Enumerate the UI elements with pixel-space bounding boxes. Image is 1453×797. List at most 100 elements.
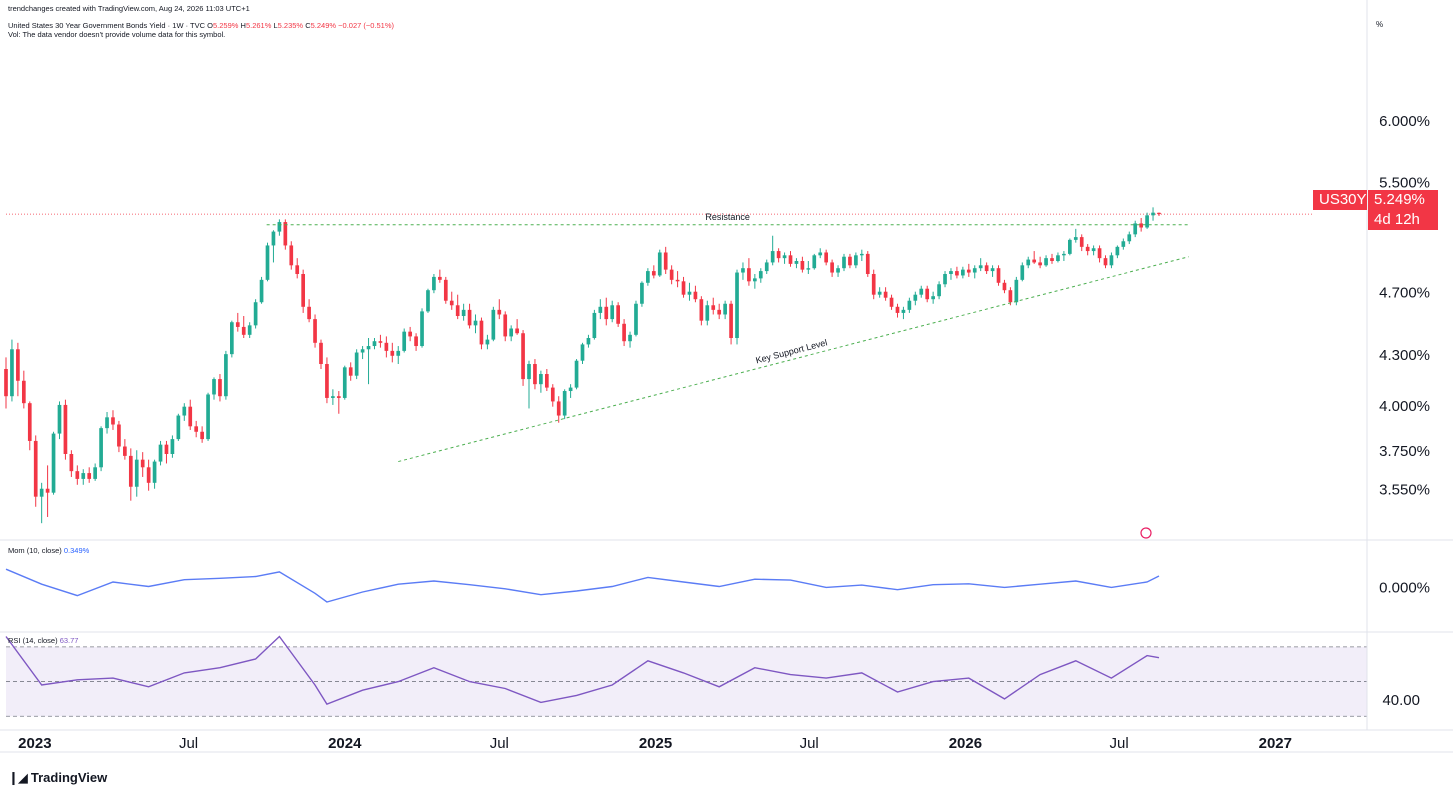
candle-body (521, 333, 525, 380)
candle-body (212, 379, 216, 395)
candle-body (235, 322, 240, 327)
candle-body (907, 300, 912, 310)
candle-body (865, 253, 870, 274)
candle-body (1133, 223, 1138, 235)
candle-body (449, 300, 454, 306)
candle (764, 259, 769, 274)
candle-body (1121, 241, 1126, 247)
support-label: Key Support Level (755, 337, 829, 365)
candle-body (842, 256, 846, 269)
candle-body (788, 255, 793, 264)
candle-body (479, 320, 484, 345)
candle-body (913, 294, 918, 301)
candle-body (1050, 258, 1054, 262)
candle-body (1157, 212, 1161, 215)
candle-body (705, 305, 710, 321)
time-tick-label: 2023 (18, 735, 51, 752)
candle-body (1008, 290, 1013, 303)
candle (1044, 255, 1048, 267)
candle-body (1085, 246, 1090, 252)
candle (1133, 220, 1138, 238)
candle-body (533, 364, 537, 385)
candle (509, 325, 514, 342)
candle (842, 253, 846, 272)
candle (711, 297, 716, 315)
candle (1032, 251, 1037, 264)
candle-body (426, 290, 430, 312)
candle-body (770, 251, 775, 263)
candle (925, 285, 930, 303)
candle (527, 360, 531, 409)
candle-body (176, 415, 181, 440)
candle-body (574, 360, 579, 388)
candle-body (461, 309, 466, 317)
candle (271, 230, 276, 263)
candle-body (194, 426, 199, 432)
candle-body (782, 255, 787, 259)
candle (883, 287, 888, 301)
candle-body (758, 271, 763, 279)
candle-body (919, 288, 924, 295)
candle-body (354, 352, 359, 376)
candle-body (111, 417, 115, 425)
candle-body (348, 367, 353, 376)
candle-body (711, 305, 716, 310)
candle-body (616, 305, 620, 324)
candle (414, 333, 418, 351)
candle-body (1056, 255, 1060, 262)
candle-body (1145, 215, 1149, 228)
candle (331, 389, 335, 405)
candle-body (271, 231, 276, 246)
candle-body (877, 291, 882, 295)
candle-body (1097, 248, 1102, 259)
candle-body (241, 326, 246, 335)
candle-body (984, 265, 989, 272)
candle (182, 403, 187, 421)
candle (390, 342, 395, 363)
candle (27, 401, 32, 451)
candle-body (539, 374, 543, 385)
candle (646, 268, 650, 286)
candle (87, 467, 92, 483)
candle-body (515, 328, 519, 334)
candle-body (854, 255, 858, 266)
candle-body (972, 268, 977, 273)
candle-body (723, 303, 727, 315)
candle (622, 319, 626, 347)
candle-body (640, 282, 644, 304)
candle-body (1032, 259, 1037, 263)
candle (307, 299, 311, 323)
candle (111, 410, 115, 430)
candle (194, 420, 199, 438)
candle (75, 465, 80, 485)
candle (1050, 253, 1054, 264)
candle-body (931, 296, 935, 300)
candle-body (925, 288, 930, 300)
candle (788, 251, 793, 267)
candle (360, 346, 365, 360)
candle (931, 291, 935, 304)
rsi-value: 63.77 (59, 636, 79, 645)
candle-body (764, 262, 769, 272)
candle (396, 346, 401, 365)
candle (723, 300, 727, 320)
candle-body (955, 271, 959, 276)
candle-body (402, 331, 407, 351)
candle-body (33, 440, 38, 497)
candle (479, 317, 484, 350)
candle (1103, 255, 1108, 269)
candle-body (146, 467, 151, 483)
candle (907, 297, 912, 313)
candle (586, 334, 591, 348)
candle (770, 235, 775, 266)
axes: 6.000% 5.500% 4.700% 4.300% 4.000% 3.750% 3.55… (0, 0, 1453, 753)
symbol-line: United States 30 Year Government Bonds Y… (8, 21, 394, 30)
tradingview-logo[interactable]: ❙◢ TradingView (8, 770, 108, 785)
candle-body (224, 354, 228, 397)
candle (1127, 231, 1132, 245)
candle (408, 326, 412, 342)
candle-body (93, 467, 97, 479)
candle-body (247, 325, 252, 335)
candle-body (848, 256, 852, 266)
